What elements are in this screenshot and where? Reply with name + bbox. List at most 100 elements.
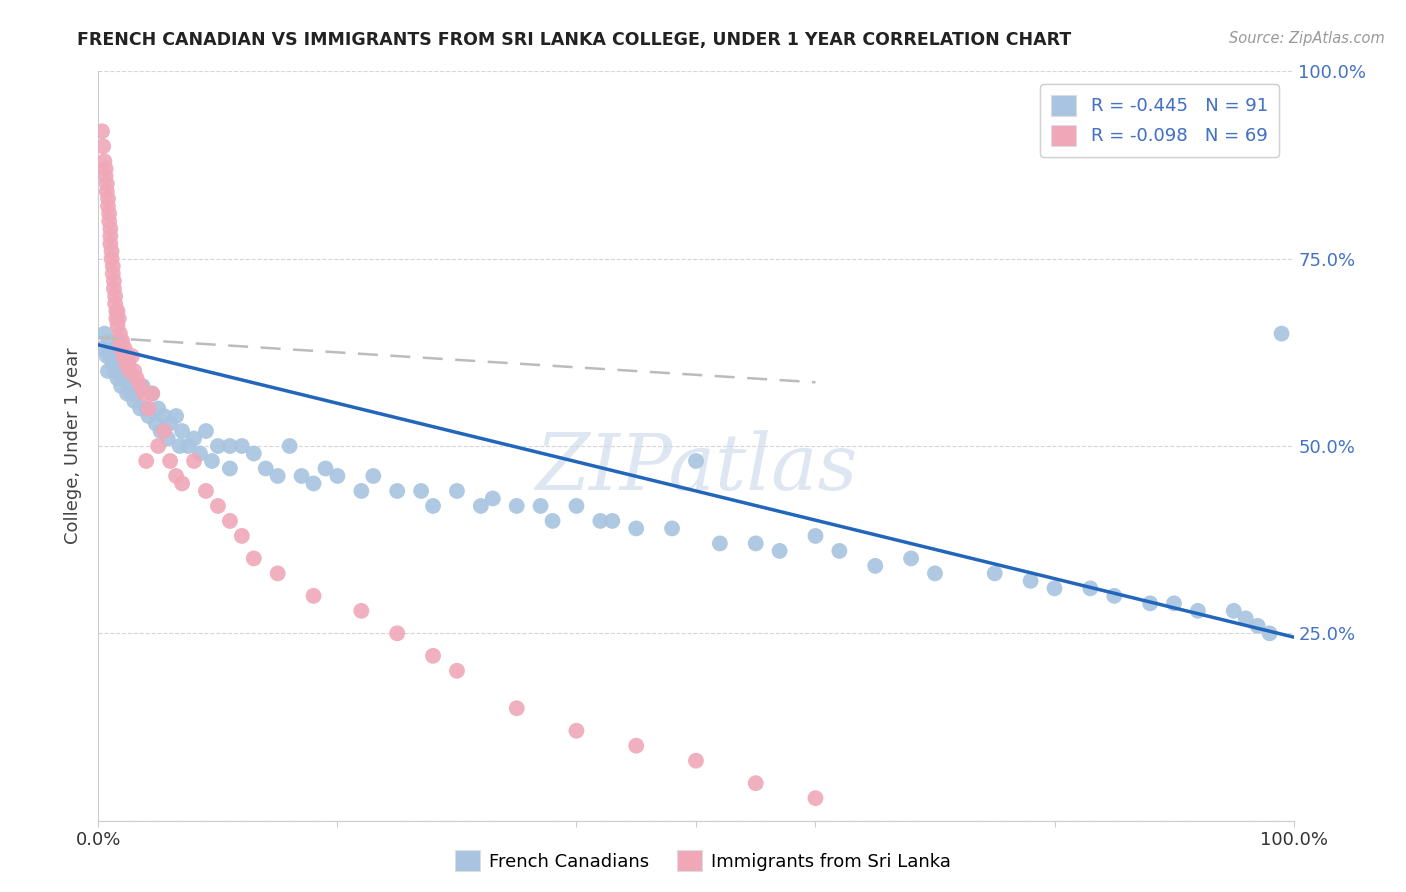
Point [100, 244, 122, 259]
Legend: R = -0.445   N = 91, R = -0.098   N = 69: R = -0.445 N = 91, R = -0.098 N = 69 [1040, 84, 1278, 156]
Point [135, 454, 157, 468]
Point [219, 461, 242, 475]
Point [98, 214, 121, 228]
Point [589, 514, 612, 528]
Point [385, 626, 409, 640]
Point [1043, 582, 1066, 596]
Point [177, 439, 200, 453]
Point [363, 469, 385, 483]
Point [108, 364, 131, 378]
Point [104, 296, 127, 310]
Point [1187, 604, 1209, 618]
Point [828, 544, 851, 558]
Point [121, 349, 143, 363]
Point [141, 386, 163, 401]
Point [125, 371, 148, 385]
Point [159, 417, 181, 431]
Point [107, 319, 129, 334]
Point [98, 229, 122, 244]
Point [97, 364, 120, 378]
Point [91, 139, 114, 153]
Point [145, 417, 167, 431]
Point [470, 499, 492, 513]
Point [195, 424, 218, 438]
Point [124, 394, 146, 409]
Point [96, 349, 118, 363]
Point [1271, 326, 1294, 341]
Point [129, 379, 152, 393]
Point [172, 424, 194, 438]
Point [201, 454, 224, 468]
Point [183, 454, 205, 468]
Point [350, 483, 373, 498]
Point [96, 177, 118, 191]
Point [120, 379, 142, 393]
Point [156, 432, 179, 446]
Point [148, 401, 170, 416]
Point [291, 469, 314, 483]
Point [685, 754, 707, 768]
Point [100, 252, 122, 266]
Point [93, 326, 115, 341]
Point [98, 334, 121, 348]
Point [172, 476, 194, 491]
Point [93, 154, 115, 169]
Point [1247, 619, 1270, 633]
Point [446, 483, 468, 498]
Point [124, 364, 146, 378]
Point [135, 401, 157, 416]
Text: Source: ZipAtlas.com: Source: ZipAtlas.com [1229, 31, 1385, 46]
Point [278, 439, 301, 453]
Point [302, 589, 325, 603]
Point [97, 192, 120, 206]
Point [1019, 574, 1042, 588]
Point [141, 386, 163, 401]
Point [132, 386, 155, 401]
Point [267, 566, 290, 581]
Point [110, 379, 132, 393]
Point [169, 439, 191, 453]
Point [103, 342, 125, 356]
Point [481, 491, 505, 506]
Point [422, 499, 444, 513]
Text: ZIPatlas: ZIPatlas [534, 430, 858, 507]
Point [219, 439, 242, 453]
Point [1234, 611, 1257, 625]
Point [626, 521, 648, 535]
Point [105, 349, 128, 363]
Point [98, 221, 122, 235]
Point [385, 483, 409, 498]
Point [153, 409, 176, 423]
Point [159, 454, 181, 468]
Point [302, 476, 325, 491]
Point [94, 161, 117, 176]
Point [91, 124, 114, 138]
Text: FRENCH CANADIAN VS IMMIGRANTS FROM SRI LANKA COLLEGE, UNDER 1 YEAR CORRELATION C: FRENCH CANADIAN VS IMMIGRANTS FROM SRI L… [77, 31, 1071, 49]
Point [111, 342, 134, 356]
Point [195, 483, 218, 498]
Point [101, 259, 124, 273]
Point [207, 439, 229, 453]
Point [506, 701, 529, 715]
Point [107, 304, 129, 318]
Legend: French Canadians, Immigrants from Sri Lanka: French Canadians, Immigrants from Sri La… [449, 843, 957, 879]
Point [602, 514, 624, 528]
Point [685, 454, 707, 468]
Point [219, 514, 242, 528]
Point [115, 357, 138, 371]
Point [231, 439, 253, 453]
Point [148, 439, 170, 453]
Point [541, 514, 564, 528]
Point [350, 604, 373, 618]
Point [1104, 589, 1126, 603]
Point [94, 169, 117, 184]
Point [254, 461, 277, 475]
Point [115, 386, 138, 401]
Point [114, 371, 136, 385]
Point [149, 424, 172, 438]
Point [105, 304, 128, 318]
Point [565, 499, 588, 513]
Point [121, 386, 143, 401]
Point [117, 364, 139, 378]
Y-axis label: College, Under 1 year: College, Under 1 year [65, 348, 83, 544]
